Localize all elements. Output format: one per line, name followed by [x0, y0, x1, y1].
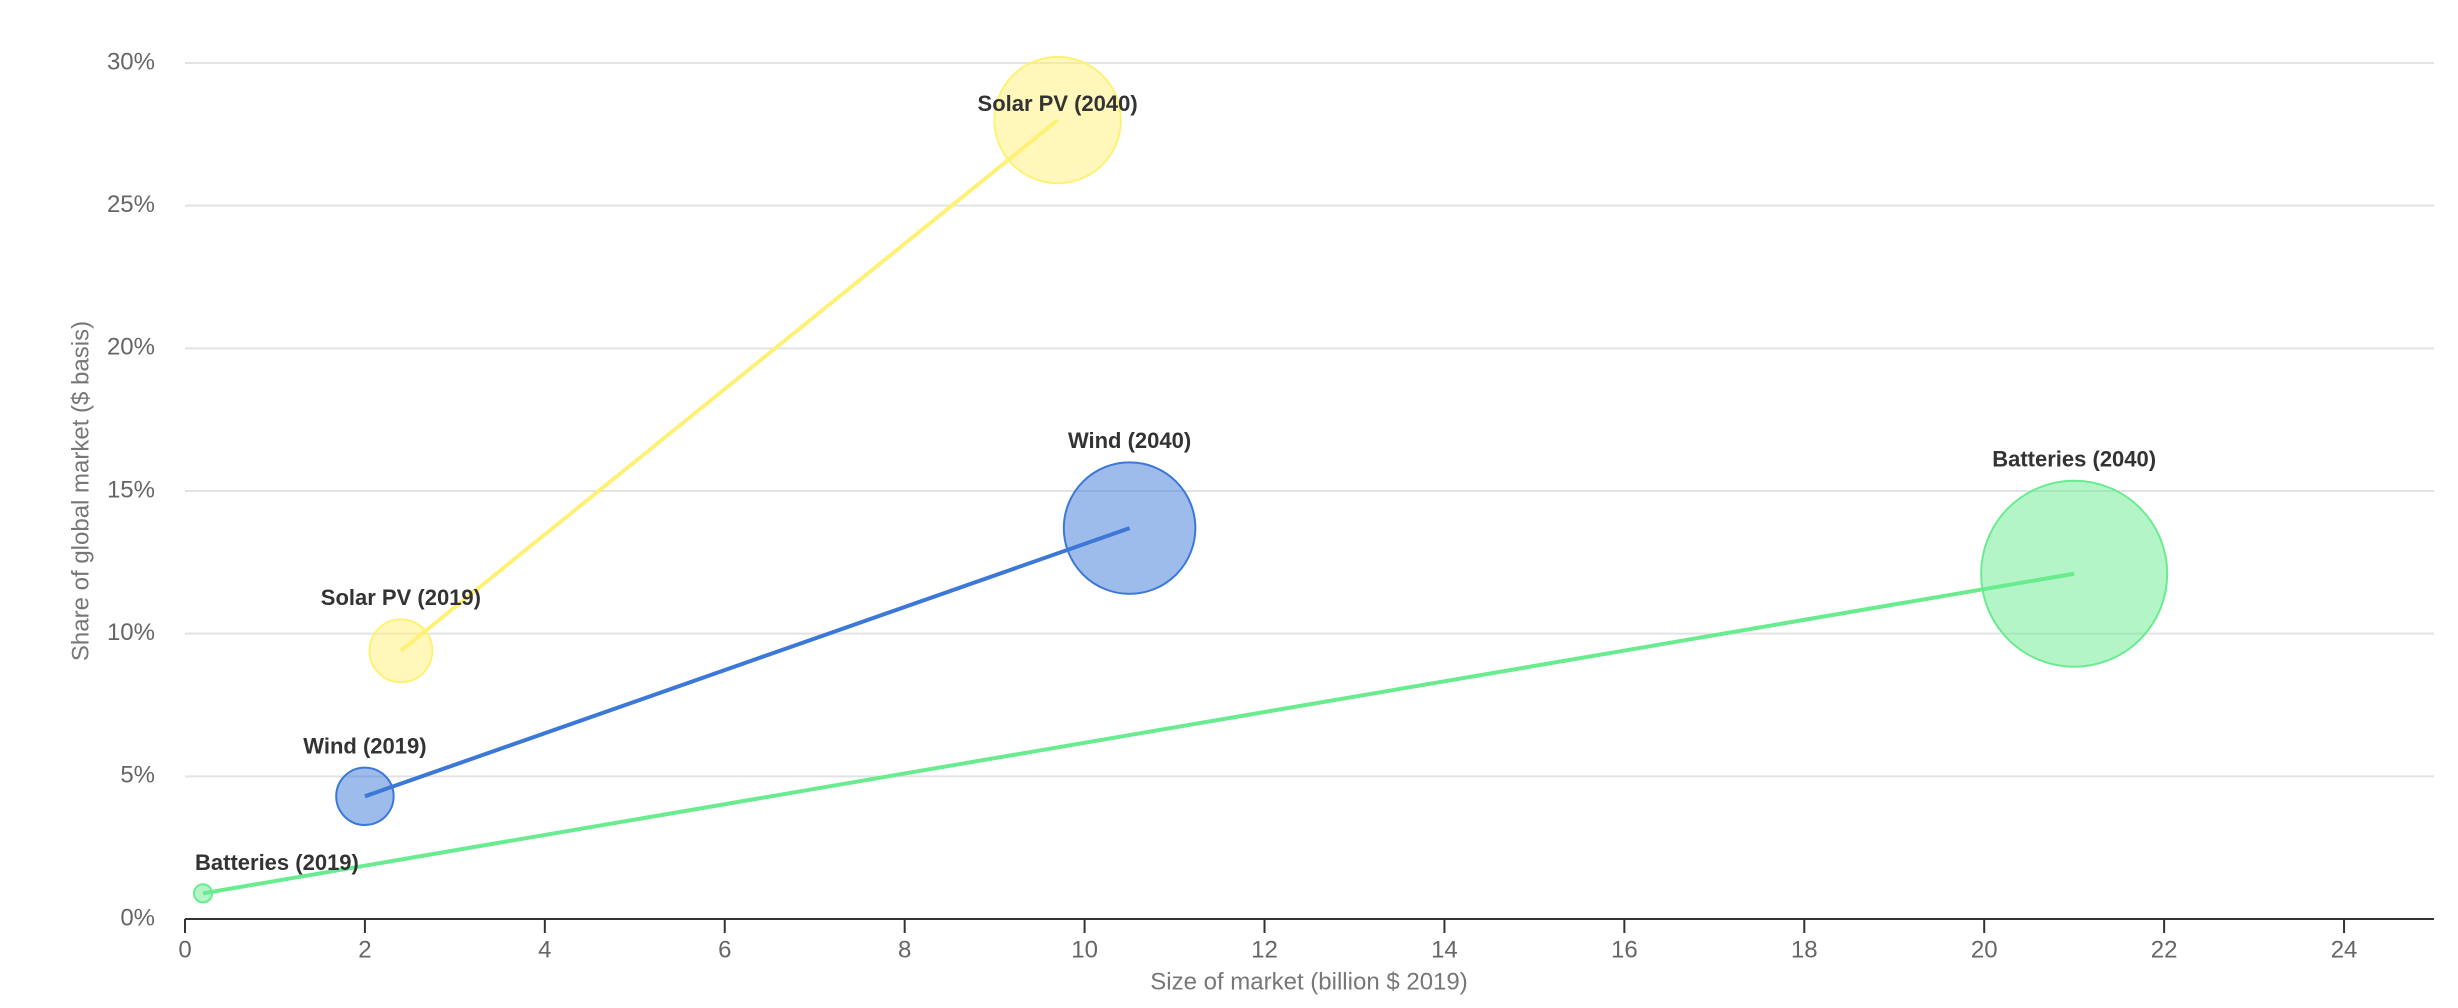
x-tick-label: 16: [1611, 936, 1638, 963]
y-tick-label: 30%: [107, 48, 155, 75]
x-tick-label: 12: [1251, 936, 1278, 963]
series-line: [364, 526, 1131, 799]
x-tick-label: 22: [2151, 936, 2178, 963]
x-tick-label: 14: [1431, 936, 1458, 963]
x-tick-label: 6: [718, 936, 731, 963]
y-tick-label: 15%: [107, 476, 155, 503]
series-line: [202, 571, 2075, 896]
point-label: Solar PV (2040): [978, 91, 1138, 116]
y-axis-title: Share of global market ($ basis): [67, 321, 94, 661]
x-tick-label: 0: [178, 936, 191, 963]
point-label: Wind (2019): [303, 733, 426, 758]
x-tick-label: 2: [358, 936, 371, 963]
x-tick-label: 4: [538, 936, 551, 963]
y-tick-label: 5%: [120, 762, 155, 789]
bubble: [368, 618, 434, 684]
point-label: Wind (2040): [1068, 428, 1191, 453]
x-tick-label: 20: [1971, 936, 1998, 963]
point-label: Batteries (2040): [1992, 447, 2156, 472]
x-tick-label: 24: [2331, 936, 2358, 963]
x-tick-label: 18: [1791, 936, 1818, 963]
point-label: Solar PV (2019): [321, 585, 481, 610]
y-tick-label: 20%: [107, 334, 155, 361]
y-tick-label: 0%: [120, 904, 155, 931]
series-line: [399, 118, 1059, 653]
x-tick-label: 8: [898, 936, 911, 963]
x-tick-label: 10: [1071, 936, 1098, 963]
y-tick-label: 10%: [107, 619, 155, 646]
point-label: Batteries (2019): [195, 850, 359, 875]
x-axis-title: Size of market (billion $ 2019): [1150, 968, 1467, 995]
y-tick-label: 25%: [107, 191, 155, 218]
